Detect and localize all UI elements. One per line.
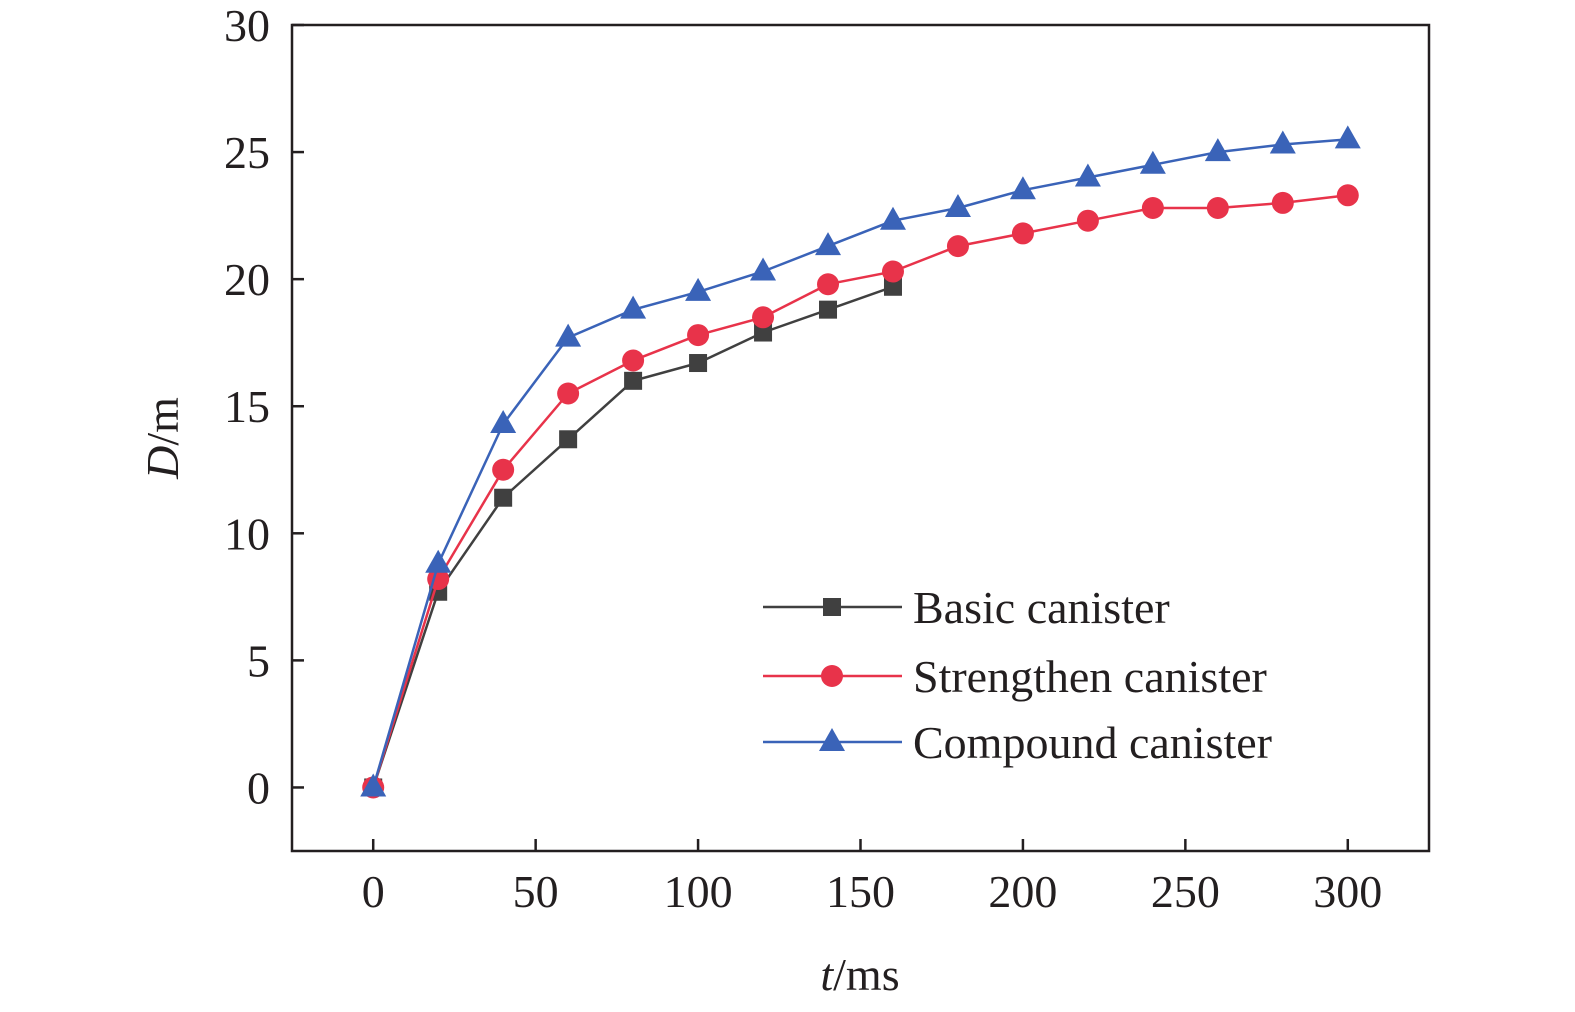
- data-point-triangle: [1269, 130, 1296, 154]
- series-line: [372, 194, 1348, 788]
- y-tick-label: 0: [247, 762, 270, 813]
- data-point-triangle: [425, 549, 452, 573]
- data-point-circle: [622, 349, 645, 372]
- data-point-circle: [557, 382, 580, 405]
- legend-marker-circle: [821, 665, 843, 687]
- data-point-circle: [1206, 196, 1229, 219]
- data-point-circle: [492, 458, 515, 481]
- data-point-circle: [1336, 184, 1359, 207]
- data-point-triangle: [879, 206, 906, 230]
- data-point-triangle: [490, 410, 517, 434]
- y-tick-label: 30: [224, 0, 270, 51]
- x-tick-label: 200: [988, 866, 1057, 917]
- data-point-circle: [881, 260, 904, 283]
- y-tick-label: 25: [224, 127, 270, 178]
- data-point-triangle: [815, 232, 842, 256]
- data-point-circle: [752, 306, 775, 329]
- data-point-square: [883, 277, 902, 296]
- data-point-triangle: [1204, 138, 1231, 162]
- data-point-triangle: [750, 257, 777, 281]
- data-point-triangle: [555, 323, 582, 347]
- data-point-triangle: [944, 193, 971, 217]
- legend-label-basic: Basic canister: [913, 582, 1170, 633]
- data-point-triangle: [360, 773, 387, 797]
- data-point-triangle: [1139, 150, 1166, 174]
- x-axis-title: t/ms: [820, 949, 899, 1000]
- data-point-square: [754, 323, 773, 342]
- x-tick-label: 0: [362, 866, 385, 917]
- legend: Basic canister Strengthen canister Compo…: [763, 582, 1272, 768]
- data-point-square: [559, 430, 578, 449]
- legend-label-compound: Compound canister: [913, 717, 1272, 768]
- y-tick-label: 20: [224, 254, 270, 305]
- legend-label-strengthen: Strengthen canister: [913, 651, 1267, 702]
- y-tick-label: 10: [224, 508, 270, 559]
- data-point-square: [494, 488, 513, 507]
- data-point-circle: [687, 324, 710, 347]
- data-point-triangle: [620, 295, 647, 319]
- data-point-circle: [817, 273, 840, 296]
- data-point-triangle: [1074, 163, 1101, 187]
- data-point-triangle: [1334, 125, 1361, 149]
- y-tick-label: 5: [247, 635, 270, 686]
- x-tick-label: 250: [1151, 866, 1220, 917]
- axis-ticks: 0 50 100 150 200 250 300 0 5 10 15 20 25 30: [224, 0, 1382, 917]
- data-point-square: [819, 300, 838, 319]
- data-point-square: [624, 371, 643, 390]
- legend-marker-square: [823, 598, 841, 616]
- x-tick-label: 150: [826, 866, 895, 917]
- series-line: [371, 138, 1348, 788]
- data-point-circle: [1076, 209, 1099, 232]
- data-point-circle: [1141, 196, 1164, 219]
- y-axis-title: D/m: [137, 397, 188, 480]
- data-point-circle: [946, 235, 969, 258]
- data-point-circle: [1271, 191, 1294, 214]
- series-circle: [362, 184, 1359, 799]
- data-point-triangle: [1009, 176, 1036, 200]
- data-point-triangle: [685, 277, 712, 301]
- y-tick-label: 15: [224, 381, 270, 432]
- series-triangle: [360, 125, 1361, 797]
- series-layer: [360, 125, 1361, 799]
- x-tick-label: 100: [664, 866, 733, 917]
- x-tick-label: 300: [1313, 866, 1382, 917]
- legend-marker-triangle: [819, 728, 845, 751]
- data-point-square: [689, 354, 708, 373]
- data-point-circle: [1011, 222, 1034, 245]
- x-tick-label: 50: [513, 866, 559, 917]
